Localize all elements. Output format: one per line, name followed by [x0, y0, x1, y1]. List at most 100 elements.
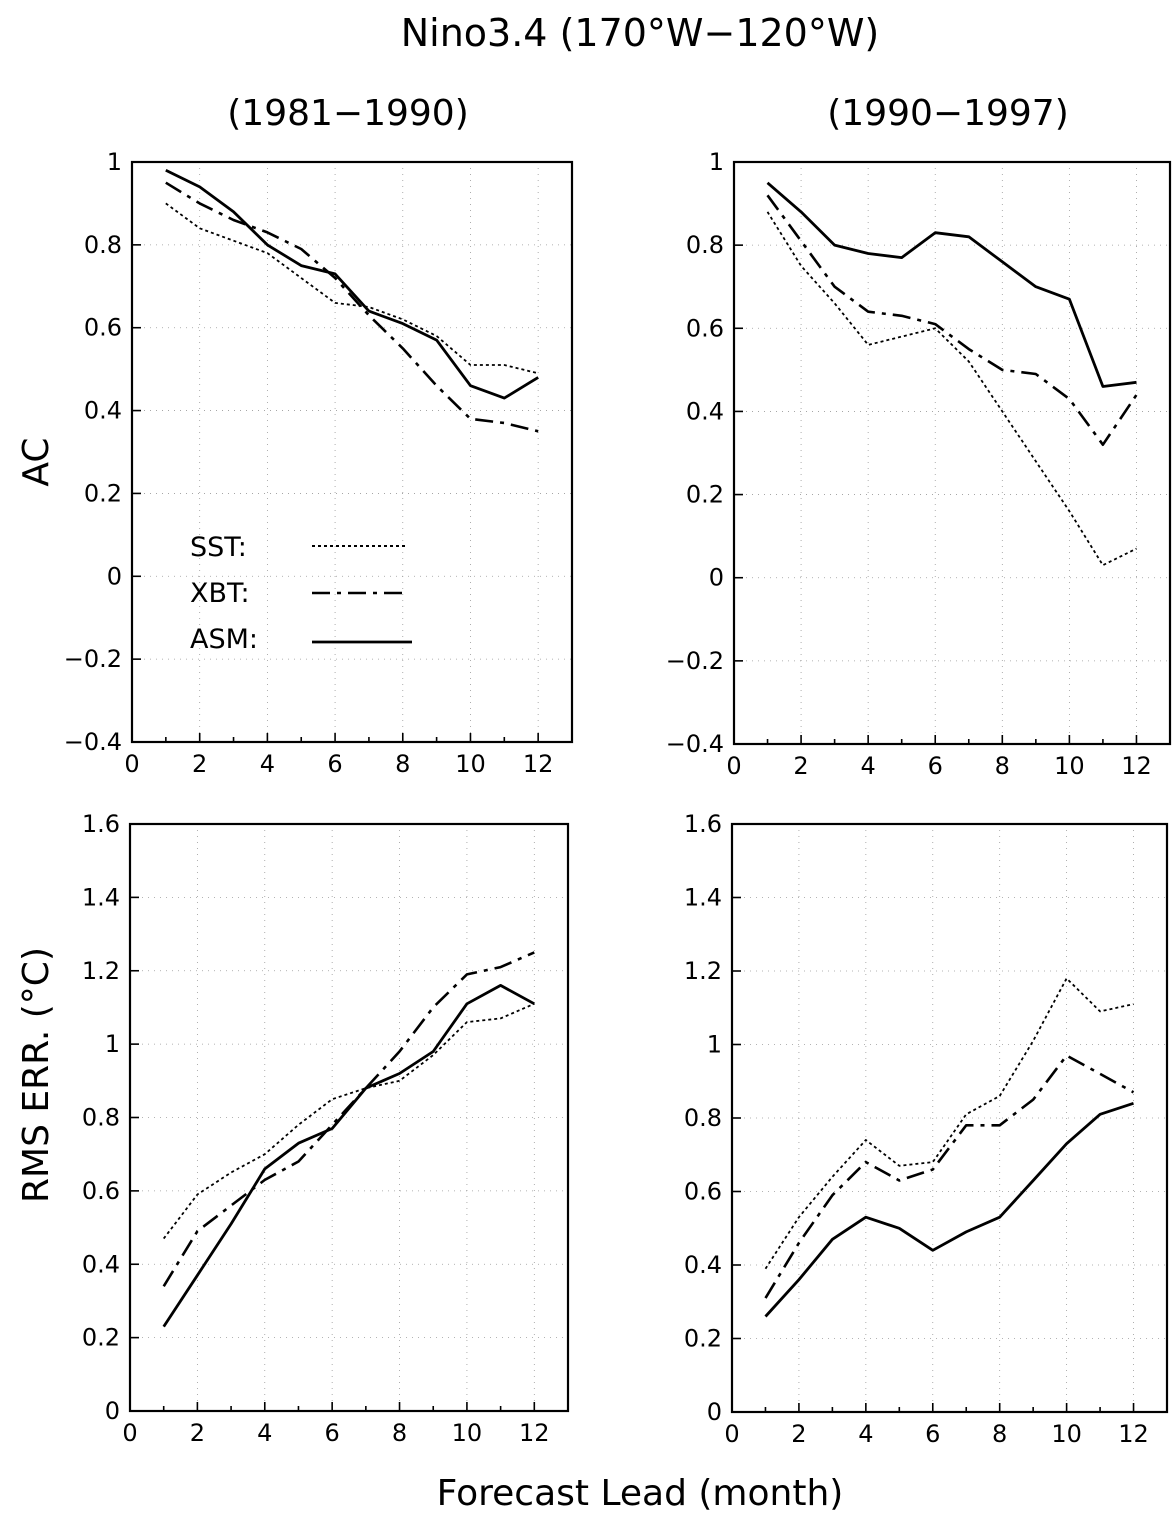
y-tick-label: −0.2	[666, 647, 724, 675]
data-point-xbt	[300, 248, 302, 250]
y-tick-label: −0.2	[64, 645, 122, 673]
data-point-asm	[1099, 1113, 1101, 1115]
data-point-sst	[232, 240, 234, 242]
data-point-xbt	[432, 1006, 434, 1008]
y-tick-label: 1	[105, 1030, 120, 1058]
series-line-sst	[165, 202, 539, 375]
x-tick-label: 8	[995, 752, 1010, 780]
legend-label-sst: SST:	[190, 532, 247, 563]
x-tick-label: 4	[257, 1419, 272, 1447]
x-tick-label: 0	[122, 1419, 137, 1447]
legend: SST: XBT: ASM:	[190, 532, 412, 655]
data-point-xbt	[165, 182, 167, 184]
data-point-asm	[365, 1087, 367, 1089]
data-point-xbt	[196, 1230, 198, 1232]
data-point-sst	[503, 364, 505, 366]
series-line-asm	[162, 984, 535, 1328]
y-tick-label: 0.4	[686, 397, 724, 425]
data-point-sst	[1001, 410, 1003, 412]
y-tick-label: 1.2	[82, 957, 120, 985]
x-tick-label: 6	[325, 1419, 340, 1447]
data-point-sst	[934, 327, 936, 329]
y-axis-label-rms: RMS ERR. (°C)	[16, 947, 57, 1203]
data-point-sst	[466, 1021, 468, 1023]
data-point-sst	[162, 1237, 164, 1239]
data-point-xbt	[503, 422, 505, 424]
x-tick-label: 4	[858, 1420, 873, 1448]
x-tick-label: 6	[925, 1420, 940, 1448]
data-point-asm	[1068, 298, 1070, 300]
data-point-asm	[867, 252, 869, 254]
data-point-sst	[398, 1080, 400, 1082]
y-tick-label: 1	[707, 1031, 722, 1059]
data-point-asm	[764, 1315, 766, 1317]
x-tick-label: 8	[992, 1420, 1007, 1448]
data-point-asm	[934, 231, 936, 233]
data-point-asm	[798, 1279, 800, 1281]
y-tick-label: 0	[709, 564, 724, 592]
data-point-asm	[398, 1072, 400, 1074]
data-point-asm	[1065, 1143, 1067, 1145]
data-point-sst	[165, 202, 167, 204]
data-point-xbt	[368, 314, 370, 316]
x-tick-label: 4	[861, 752, 876, 780]
data-point-xbt	[1065, 1054, 1067, 1056]
data-point-xbt	[1035, 373, 1037, 375]
series-line-asm	[165, 169, 539, 400]
data-point-xbt	[764, 1297, 766, 1299]
series-line-sst	[764, 977, 1134, 1270]
data-point-xbt	[1099, 1073, 1101, 1075]
series-line-xbt	[162, 951, 535, 1287]
y-tick-label: 0.8	[686, 231, 724, 259]
data-point-asm	[998, 1216, 1000, 1218]
data-point-xbt	[469, 418, 471, 420]
y-tick-label: −0.4	[64, 728, 122, 756]
data-point-sst	[764, 1267, 766, 1269]
y-tick-label: 0	[105, 1397, 120, 1425]
y-tick-label: 0.2	[84, 479, 122, 507]
series-line-xbt	[766, 194, 1138, 447]
data-point-asm	[230, 1223, 232, 1225]
x-tick-label: 6	[928, 752, 943, 780]
y-tick-label: 0.6	[686, 314, 724, 342]
data-point-asm	[1132, 1102, 1134, 1104]
data-point-sst	[331, 1098, 333, 1100]
data-point-sst	[831, 1176, 833, 1178]
data-point-asm	[297, 1142, 299, 1144]
y-tick-label: 0.2	[686, 481, 724, 509]
data-point-asm	[198, 186, 200, 188]
data-point-asm	[466, 1003, 468, 1005]
data-point-xbt	[1132, 1091, 1134, 1093]
data-point-sst	[1099, 1010, 1101, 1012]
data-point-xbt	[932, 1168, 934, 1170]
plot-frame	[730, 822, 1169, 1414]
data-point-sst	[264, 1153, 266, 1155]
column-title-right: (1990−1997)	[827, 93, 1069, 134]
data-point-xbt	[1102, 443, 1104, 445]
data-point-asm	[503, 397, 505, 399]
y-tick-label: 0.4	[82, 1250, 120, 1278]
data-point-asm	[266, 244, 268, 246]
data-point-asm	[435, 339, 437, 341]
x-tick-label: 2	[793, 752, 808, 780]
panel-rms-1990-1997: 0 2 4 6 8 10 12 0 0.2 0.4 0.6 0.8 1 1.2 1.4 1.6	[684, 810, 1169, 1448]
data-point-asm	[965, 1231, 967, 1233]
data-point-asm	[1135, 381, 1137, 383]
data-point-sst	[1035, 460, 1037, 462]
data-point-xbt	[198, 202, 200, 204]
y-tick-label: 0.2	[82, 1324, 120, 1352]
data-point-sst	[266, 252, 268, 254]
x-tick-label: 4	[260, 750, 275, 778]
data-point-xbt	[1001, 369, 1003, 371]
data-point-sst	[230, 1171, 232, 1173]
x-tick-label: 10	[455, 750, 486, 778]
data-point-asm	[402, 322, 404, 324]
data-point-xbt	[865, 1161, 867, 1163]
data-point-xbt	[402, 347, 404, 349]
y-tick-label: 1.6	[684, 810, 722, 838]
data-point-sst	[334, 302, 336, 304]
x-tick-label: 12	[519, 1419, 550, 1447]
x-tick-label: 2	[791, 1420, 806, 1448]
data-point-xbt	[934, 323, 936, 325]
data-point-sst	[1065, 977, 1067, 979]
